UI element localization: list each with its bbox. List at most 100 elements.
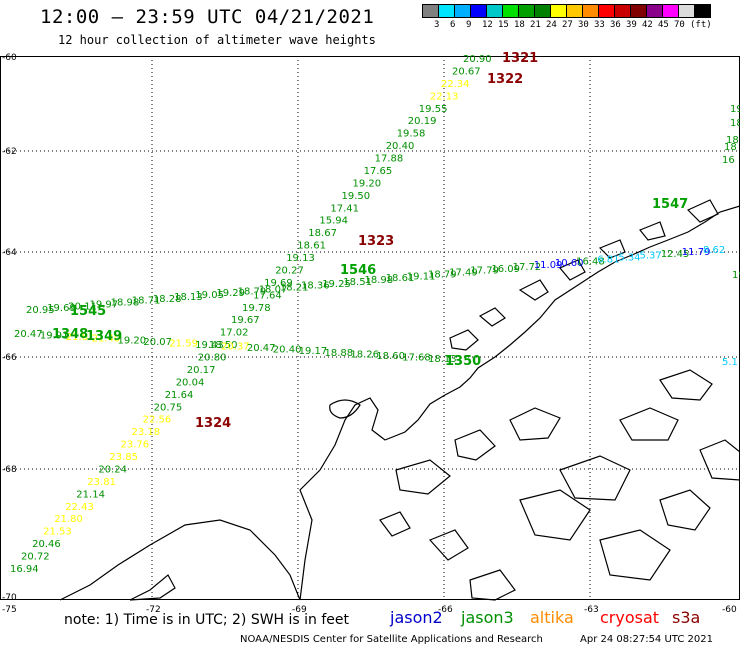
wave-height-1321: 20.19 bbox=[408, 116, 437, 127]
legend-label: 15 bbox=[498, 20, 509, 30]
satellite-altika: altika bbox=[530, 608, 574, 627]
wave-height-1547: 16.48 bbox=[576, 256, 605, 267]
wave-height-1547: 5.37 bbox=[640, 251, 662, 262]
timestamp: Apr 24 08:27:54 UTC 2021 bbox=[580, 634, 713, 645]
lat-label: -68 bbox=[2, 465, 17, 475]
legend-label: 9 bbox=[466, 20, 472, 30]
wave-height-1547: 20.11 bbox=[68, 301, 97, 312]
wave-height-1350: 21.81 bbox=[66, 332, 95, 343]
wave-height-1547: 18.36 bbox=[301, 281, 330, 292]
wave-height-1350: 19.20 bbox=[118, 335, 147, 346]
wave-height-1321: 21.80 bbox=[54, 514, 83, 525]
wave-height-1321: 20.24 bbox=[98, 465, 127, 476]
lat-label: -64 bbox=[2, 248, 17, 258]
pass-label-1324: 1324 bbox=[195, 416, 231, 431]
wave-height-1321: 20.80 bbox=[198, 353, 227, 364]
pass-label-1348: 1348 bbox=[52, 327, 88, 342]
legend-label: 12 bbox=[482, 20, 493, 30]
wave-height-1350: 21.40 bbox=[92, 334, 121, 345]
wave-height-1321: 17.65 bbox=[364, 166, 393, 177]
lon-label: -69 bbox=[292, 605, 307, 615]
pass-label-1321: 1321 bbox=[502, 51, 538, 66]
wave-height-1350: 18.60 bbox=[376, 351, 405, 362]
wave-height-1321: 19.50 bbox=[342, 191, 371, 202]
wave-height-1547: 19.29 bbox=[216, 288, 245, 299]
wave-height-1547: 18.21 bbox=[280, 283, 309, 294]
legend-label: 33 bbox=[594, 20, 605, 30]
legend-swatch bbox=[694, 4, 711, 18]
wave-height-1321: 20.17 bbox=[187, 365, 216, 376]
wave-height-1547: 18.51 bbox=[343, 277, 372, 288]
wave-height-1350: 19.43 bbox=[195, 340, 224, 351]
wave-height-1321: 19.58 bbox=[397, 129, 426, 140]
wave-height-1321: 21.53 bbox=[43, 527, 72, 538]
wave-height-1321: 23.85 bbox=[109, 452, 138, 463]
lat-label: -60 bbox=[2, 53, 17, 63]
wave-height-1547: 11.09 bbox=[534, 260, 563, 271]
legend-label: 30 bbox=[578, 20, 589, 30]
wave-height-1547: 17.49 bbox=[449, 268, 478, 279]
wave-height-1350: 17.68 bbox=[402, 352, 431, 363]
wave-height-1547: 10.60 bbox=[555, 258, 584, 269]
wave-height-1547: 18.28 bbox=[153, 294, 182, 305]
legend-label: 42 bbox=[642, 20, 653, 30]
wave-height-1321: 21.64 bbox=[165, 390, 194, 401]
latitude-labels: -60 -62 -64 -66 -68 -70 -75 bbox=[2, 53, 17, 615]
lat-label: -75 bbox=[2, 605, 17, 615]
wave-height-1321: 23.76 bbox=[121, 440, 150, 451]
wave-height-1547: 6.81 bbox=[597, 254, 619, 265]
lat-label: -66 bbox=[2, 353, 17, 363]
pass-label-1323: 1323 bbox=[358, 234, 394, 249]
legend-label: 18 bbox=[514, 20, 525, 30]
wave-height-1321: 20.46 bbox=[32, 539, 61, 550]
wave-height-1350: 18.13 bbox=[428, 354, 457, 365]
wave-height-1547: 18.98 bbox=[365, 275, 394, 286]
wave-height-1321: 18.67 bbox=[308, 228, 337, 239]
legend-label: 21 bbox=[530, 20, 541, 30]
wave-height-1321: 18.61 bbox=[297, 241, 326, 252]
coastline bbox=[59, 199, 740, 601]
pass-label-1546: 1546 bbox=[340, 263, 376, 278]
wave-height-1321: 21.14 bbox=[76, 489, 105, 500]
credit-line: NOAA/NESDIS Center for Satellite Applica… bbox=[240, 634, 543, 645]
wave-height-1547: 8.62 bbox=[703, 245, 725, 256]
wave-height-1547: 19.11 bbox=[407, 271, 436, 282]
legend-label: 3 bbox=[434, 20, 440, 30]
lon-label: -60 bbox=[722, 605, 737, 615]
lat-label: -70 bbox=[2, 593, 17, 603]
legend-label: 70 bbox=[674, 20, 685, 30]
lon-label: -63 bbox=[584, 605, 599, 615]
wave-height-1321: 20.40 bbox=[386, 141, 415, 152]
wave-height-1321: 20.90 bbox=[463, 54, 492, 65]
wave-height-1321: 20.27 bbox=[275, 266, 304, 277]
pass-label-1349: 1349 bbox=[86, 329, 122, 344]
wave-height-1321: 22.56 bbox=[143, 415, 172, 426]
wave-height-1547: 19.05 bbox=[195, 290, 224, 301]
wave-height-1547: 18.07 bbox=[259, 284, 288, 295]
legend-label: 6 bbox=[450, 20, 456, 30]
wave-height-1547: 18.61 bbox=[386, 273, 415, 284]
lat-label: -62 bbox=[2, 147, 17, 157]
wave-height-1547: 19.69 bbox=[47, 303, 76, 314]
wave-height-1547: 19.25 bbox=[322, 279, 351, 290]
wave-height-1321: 19.55 bbox=[419, 104, 448, 115]
legend-label: 24 bbox=[546, 20, 557, 30]
satellite-s3a: s3a bbox=[672, 608, 701, 627]
wave-height-1321: 19.78 bbox=[242, 303, 271, 314]
wave-height-1350: 20.40 bbox=[273, 345, 302, 356]
pass-labels: 1321 1322 1323 1324 1547 1546 1545 1350 … bbox=[52, 51, 688, 431]
legend-label: 27 bbox=[562, 20, 573, 30]
wave-height-1350: 19.91 bbox=[40, 331, 69, 342]
wave-height-1547: 18.98 bbox=[111, 298, 140, 309]
pass-label-1545: 1545 bbox=[70, 304, 106, 319]
wave-height-1547: 17.79 bbox=[470, 266, 499, 277]
pass-label-1350: 1350 bbox=[445, 354, 481, 369]
wave-height-1547: 19.97 bbox=[90, 299, 119, 310]
satellite-cryosat: cryosat bbox=[600, 608, 660, 627]
wave-height-1350: 18.88 bbox=[325, 348, 354, 359]
wave-height-1321: 22.43 bbox=[65, 502, 94, 513]
wave-height-1321: 23.18 bbox=[132, 427, 161, 438]
wave-height-1547: 17.72 bbox=[513, 262, 542, 273]
wave-height-1547: 18.13 bbox=[174, 292, 203, 303]
